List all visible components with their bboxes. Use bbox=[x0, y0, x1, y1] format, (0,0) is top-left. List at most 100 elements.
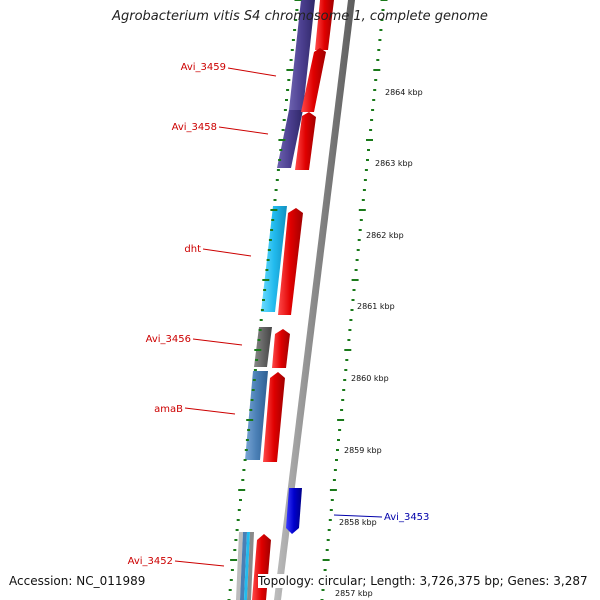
scale-tick-outer bbox=[362, 189, 366, 191]
scale-tick-outer bbox=[323, 569, 327, 571]
scale-tick-outer bbox=[338, 429, 342, 431]
scale-tick-inner bbox=[257, 339, 261, 341]
leader-line-amab bbox=[184, 407, 236, 415]
cog-block-avi-3452-b bbox=[240, 532, 247, 600]
scale-tick-inner bbox=[233, 549, 237, 551]
leader-line-avi-3453 bbox=[333, 514, 383, 518]
leader-line-avi-3452 bbox=[174, 560, 225, 567]
tick-label-2857: 2857 kbp bbox=[335, 589, 373, 598]
scale-tick-inner bbox=[281, 129, 285, 131]
scale-tick-outer bbox=[357, 239, 361, 241]
tick-label-2864: 2864 kbp bbox=[385, 88, 423, 97]
scale-tick-inner bbox=[254, 349, 262, 351]
scale-tick-outer bbox=[352, 289, 356, 291]
scale-tick-outer bbox=[333, 469, 337, 471]
scale-tick-inner bbox=[285, 99, 288, 101]
scale-tick-outer bbox=[336, 449, 339, 451]
scale-tick-inner bbox=[242, 469, 246, 471]
scale-tick-outer bbox=[354, 269, 358, 271]
scale-tick-inner bbox=[246, 419, 254, 421]
scale-tick-outer bbox=[377, 49, 381, 51]
scale-tick-outer bbox=[366, 159, 369, 161]
accession-text: Accession: NC_011989 bbox=[9, 574, 146, 588]
scale-tick-outer bbox=[380, 19, 384, 21]
scale-tick-inner bbox=[278, 139, 286, 141]
scale-tick-inner bbox=[294, 0, 302, 1]
scale-tick-outer bbox=[328, 519, 332, 521]
scale-tick-inner bbox=[262, 279, 270, 281]
tick-label-2858: 2858 kbp bbox=[339, 518, 377, 527]
gene-arrow-avi-3453 bbox=[286, 488, 302, 534]
scale-tick-outer bbox=[350, 309, 354, 311]
scale-tick-outer bbox=[380, 0, 388, 1]
cog-block-dht bbox=[261, 206, 287, 312]
scale-tick-outer bbox=[372, 99, 376, 101]
scale-tick-inner bbox=[249, 409, 253, 411]
scale-tick-outer bbox=[345, 359, 349, 361]
scale-tick-inner bbox=[263, 289, 267, 291]
scale-tick-outer bbox=[340, 409, 344, 411]
scale-tick-inner bbox=[286, 69, 294, 71]
map-title: Agrobacterium vitis S4 chromosome 1, com… bbox=[112, 9, 488, 24]
gene-label-avi-3452: Avi_3452 bbox=[128, 556, 173, 567]
scale-tick-outer bbox=[330, 499, 334, 501]
scale-tick-inner bbox=[260, 309, 264, 311]
scale-tick-inner bbox=[245, 439, 249, 441]
scale-tick-outer bbox=[370, 119, 374, 121]
scale-tick-inner bbox=[247, 429, 251, 431]
scale-tick-inner bbox=[251, 389, 255, 391]
gene-label-avi-3453: Avi_3453 bbox=[384, 512, 429, 523]
scale-tick-outer bbox=[349, 319, 353, 321]
scale-tick-inner bbox=[265, 269, 269, 271]
scale-tick-inner bbox=[290, 49, 294, 51]
scale-tick-outer bbox=[361, 199, 365, 201]
scale-tick-inner bbox=[229, 579, 233, 581]
scale-tick-inner bbox=[241, 479, 245, 481]
scale-tick-inner bbox=[270, 229, 274, 231]
scale-tick-inner bbox=[295, 9, 299, 11]
scale-tick-outer bbox=[327, 529, 331, 531]
scale-tick-outer bbox=[351, 299, 355, 301]
tick-marks bbox=[227, 0, 388, 600]
scale-tick-inner bbox=[230, 559, 238, 561]
scale-tick-outer bbox=[337, 419, 345, 421]
scale-tick-inner bbox=[244, 449, 248, 451]
cog-block-avi-3452-a bbox=[236, 532, 243, 600]
gene-label-avi-3458: Avi_3458 bbox=[172, 122, 217, 133]
scale-tick-outer bbox=[329, 489, 337, 491]
scale-tick-inner bbox=[250, 399, 254, 401]
scale-tick-outer bbox=[364, 169, 368, 171]
genome-summary-text: Topology: circular; Length: 3,726,375 bp… bbox=[258, 574, 588, 588]
gene-arrow-amab bbox=[263, 372, 285, 462]
tick-label-2862: 2862 kbp bbox=[366, 231, 404, 240]
cog-block-avi-3452-c bbox=[244, 532, 250, 600]
scale-tick-outer bbox=[347, 339, 351, 341]
scale-tick-outer bbox=[355, 259, 359, 261]
scale-tick-outer bbox=[363, 179, 367, 181]
gene-arrow-avi-3459 bbox=[301, 48, 326, 112]
scale-tick-inner bbox=[282, 119, 286, 121]
tick-label-2860: 2860 kbp bbox=[351, 374, 389, 383]
scale-tick-inner bbox=[239, 499, 242, 501]
scale-tick-outer bbox=[367, 149, 370, 151]
scale-tick-inner bbox=[228, 589, 232, 591]
scale-tick-inner bbox=[230, 569, 234, 571]
scale-tick-outer bbox=[348, 329, 352, 331]
scale-tick-outer bbox=[351, 279, 359, 281]
cog-block-avi-3456 bbox=[254, 327, 272, 367]
scale-tick-inner bbox=[274, 189, 278, 191]
scale-tick-outer bbox=[373, 89, 377, 91]
scale-tick-inner bbox=[258, 329, 262, 331]
leader-line-dht bbox=[202, 248, 252, 257]
scale-tick-inner bbox=[275, 179, 279, 181]
gene-arrow-dht bbox=[278, 208, 303, 315]
gene-arrow-avi-3456 bbox=[272, 329, 290, 368]
scale-tick-inner bbox=[252, 379, 256, 381]
scale-tick-inner bbox=[237, 509, 241, 511]
scale-tick-inner bbox=[243, 459, 247, 461]
scale-tick-outer bbox=[359, 219, 363, 221]
cog-block-amab bbox=[245, 371, 268, 460]
scale-tick-inner bbox=[273, 199, 277, 201]
scale-tick-inner bbox=[255, 359, 259, 361]
